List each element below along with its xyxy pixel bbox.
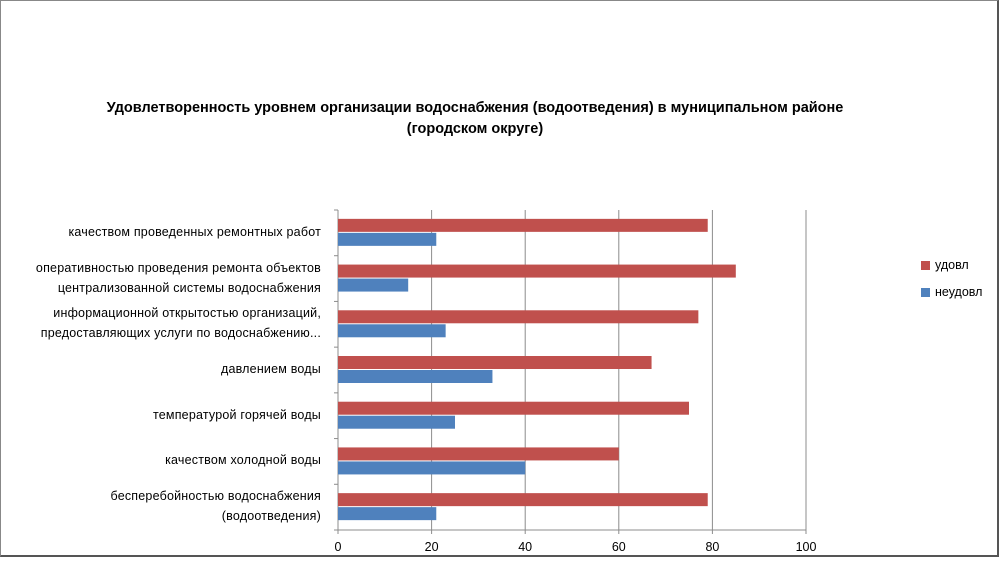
bar-satisfied xyxy=(338,218,708,232)
bar-satisfied xyxy=(338,493,708,507)
bar-satisfied xyxy=(338,310,699,324)
bar-unsatisfied xyxy=(338,324,446,338)
x-tick-label: 0 xyxy=(335,540,342,554)
bar-unsatisfied xyxy=(338,415,455,429)
category-label-line: централизованной системы водоснабжения xyxy=(57,280,321,295)
legend-item-unsatisfied: неудовл xyxy=(921,285,982,299)
bar-unsatisfied xyxy=(338,507,437,521)
category-label-line: температурой горячей воды xyxy=(152,407,321,422)
x-tick-label: 40 xyxy=(518,540,532,554)
legend-swatch-satisfied xyxy=(921,260,930,270)
category-label-line: бесперебойностью водоснабжения xyxy=(110,489,321,504)
category-label: качеством холодной воды xyxy=(165,450,321,470)
chart-subtitle: (городском округе) xyxy=(406,121,544,137)
x-tick-label: 20 xyxy=(425,540,439,554)
x-tick-label: 100 xyxy=(796,540,817,554)
category-label: температурой горячей воды xyxy=(153,405,321,425)
legend-item-satisfied: удовл xyxy=(921,258,969,272)
legend-label-unsatisfied: неудовл xyxy=(935,285,983,299)
category-label: информационной открытостью организаций, п… xyxy=(41,303,321,343)
category-label-line: давлением воды xyxy=(220,362,321,376)
legend-label-satisfied: удовл xyxy=(935,258,969,272)
bar-satisfied xyxy=(338,401,689,415)
category-label-line: качеством проведенных ремонтных работ xyxy=(68,224,321,239)
category-label-line: информационной открытостью организаций, xyxy=(53,306,321,321)
bar-satisfied xyxy=(338,264,736,278)
bar-unsatisfied xyxy=(338,461,526,475)
category-label-line: (водоотведения) xyxy=(221,509,321,524)
category-label: оперативностью проведения ремонта объект… xyxy=(36,258,321,298)
bar-unsatisfied xyxy=(338,278,409,292)
bar-unsatisfied xyxy=(338,370,493,383)
x-tick-label: 80 xyxy=(705,540,719,554)
category-label-line: предоставляющих услуги по водоснабжению.… xyxy=(40,326,321,341)
legend-swatch-unsatisfied xyxy=(921,287,930,297)
category-label: давлением воды xyxy=(221,359,321,379)
category-label-line: качеством холодной воды xyxy=(165,453,321,468)
category-label: качеством проведенных ремонтных работ xyxy=(68,222,321,242)
bar-satisfied xyxy=(338,447,619,461)
bar-unsatisfied xyxy=(338,232,437,246)
category-label-line: оперативностью проведения ремонта объект… xyxy=(35,260,321,275)
category-label: бесперебойностью водоснабжения (водоотвед… xyxy=(110,486,321,526)
chart-title: Удовлетворенность уровнем организации во… xyxy=(106,100,844,116)
bar-satisfied xyxy=(338,356,652,369)
x-tick-label: 60 xyxy=(612,540,626,554)
